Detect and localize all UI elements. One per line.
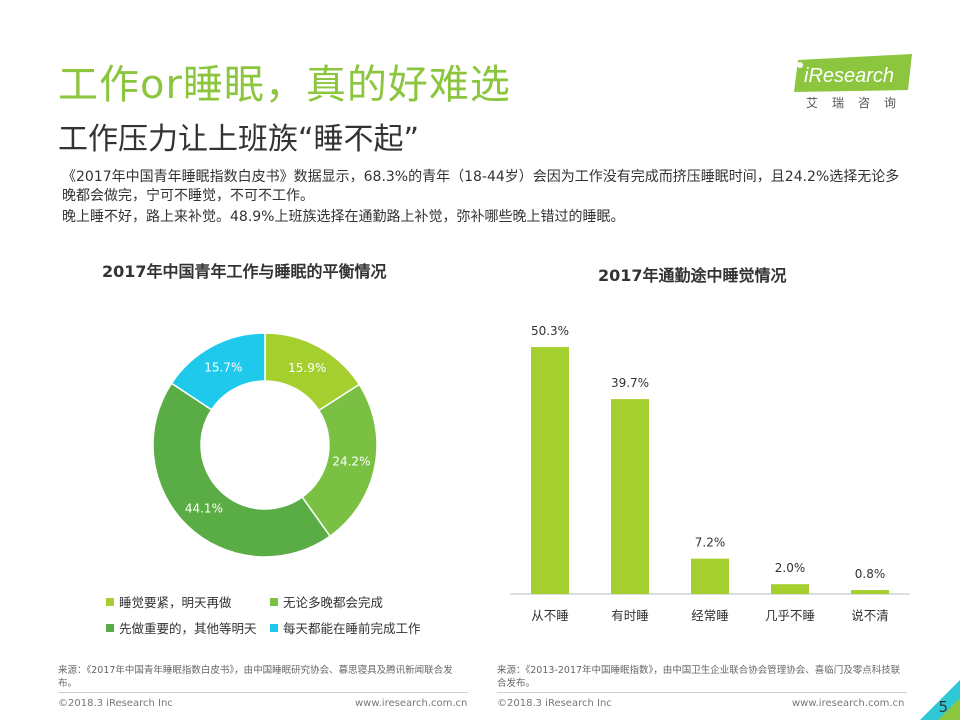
legend-label: 睡觉要紧，明天再做 xyxy=(119,595,232,610)
x-tick-label: 几乎不睡 xyxy=(765,608,815,623)
donut-chart: 15.9% 24.2% 44.1% 15.7% xyxy=(152,332,378,558)
x-tick-label: 有时睡 xyxy=(611,608,649,623)
bar-value-label: 7.2% xyxy=(695,536,726,550)
legend-label: 先做重要的，其他等明天 xyxy=(119,621,257,636)
logo-badge: iResearch xyxy=(794,54,912,92)
source-note-right: 来源：《2013-2017年中国睡眠指数》，由中国卫生企业联合协会管理协会、喜临… xyxy=(497,665,901,689)
footer-url-right[interactable]: www.iresearch.com.cn xyxy=(792,698,905,709)
legend-item: 每天都能在睡前完成工作 xyxy=(270,618,421,637)
bar xyxy=(531,347,569,594)
bar xyxy=(611,399,649,594)
logo-cn-text: 艾瑞咨询 xyxy=(806,96,911,110)
x-tick-label: 经常睡 xyxy=(691,608,729,623)
footer-divider-right xyxy=(497,692,907,693)
donut-slice-label: 15.9% xyxy=(288,361,326,375)
donut-slice xyxy=(301,383,378,538)
bar xyxy=(771,584,809,594)
legend-swatch xyxy=(106,623,114,632)
legend-swatch xyxy=(270,623,278,632)
intro-paragraph-2: 晚上睡不好，路上来补觉。48.9%上班族选择在通勤路上补觉，弥补哪些晚上错过的睡… xyxy=(62,209,625,225)
footer-url-left[interactable]: www.iresearch.com.cn xyxy=(355,698,468,709)
legend-item: 先做重要的，其他等明天 xyxy=(106,618,257,637)
legend-swatch xyxy=(270,597,278,606)
legend-swatch xyxy=(106,597,114,606)
corner-decoration xyxy=(920,680,960,720)
legend-item: 睡觉要紧，明天再做 xyxy=(106,592,232,611)
legend-label: 无论多晚都会完成 xyxy=(283,595,384,610)
source-note-left: 来源：《2017年中国青年睡眠指数白皮书》，由中国睡眠研究协会、慕思寝具及腾讯新… xyxy=(58,665,453,689)
bar-value-label: 0.8% xyxy=(855,567,886,581)
bar-value-label: 39.7% xyxy=(611,376,649,390)
x-tick-label: 从不睡 xyxy=(531,608,569,623)
donut-slice-label: 15.7% xyxy=(204,361,242,375)
x-tick-label: 说不清 xyxy=(851,608,889,623)
legend-label: 每天都能在睡前完成工作 xyxy=(283,621,421,636)
donut-slice xyxy=(152,382,332,558)
donut-slice-label: 44.1% xyxy=(185,501,223,515)
iresearch-logo: iResearch xyxy=(790,52,915,112)
legend-item: 无论多晚都会完成 xyxy=(270,592,383,611)
bar-chart-title: 2017年通勤途中睡觉情况 xyxy=(598,266,787,285)
bar-value-label: 2.0% xyxy=(775,561,806,575)
page-subtitle: 工作压力让上班族“睡不起” xyxy=(58,122,420,157)
footer-copyright-right: ©2018.3 iResearch Inc xyxy=(497,698,612,709)
page-number: 5 xyxy=(938,698,948,716)
donut-chart-title: 2017年中国青年工作与睡眠的平衡情况 xyxy=(102,262,387,281)
bar xyxy=(851,590,889,594)
donut-slice xyxy=(170,332,266,411)
footer-divider-left xyxy=(58,692,468,693)
donut-legend: 睡觉要紧，明天再做 无论多晚都会完成 先做重要的，其他等明天 每天都能在睡前完成… xyxy=(106,592,446,642)
bar-chart: 50.3% 从不睡 39.7% 有时睡 7.2% 经常睡 2.0% 几乎不睡 0.8% 说不清 xyxy=(510,324,910,623)
page-title: 工作or睡眠，真的好难选 xyxy=(58,62,511,108)
donut-slice-label: 24.2% xyxy=(332,455,370,469)
bar-value-label: 50.3% xyxy=(531,324,569,338)
logo-text: iResearch xyxy=(804,65,894,87)
bar xyxy=(691,558,729,594)
footer-copyright-left: ©2018.3 iResearch Inc xyxy=(58,698,173,709)
intro-paragraph-1: 《2017年中国青年睡眠指数白皮书》数据显示，68.3%的青年（18-44岁）会… xyxy=(62,169,900,204)
